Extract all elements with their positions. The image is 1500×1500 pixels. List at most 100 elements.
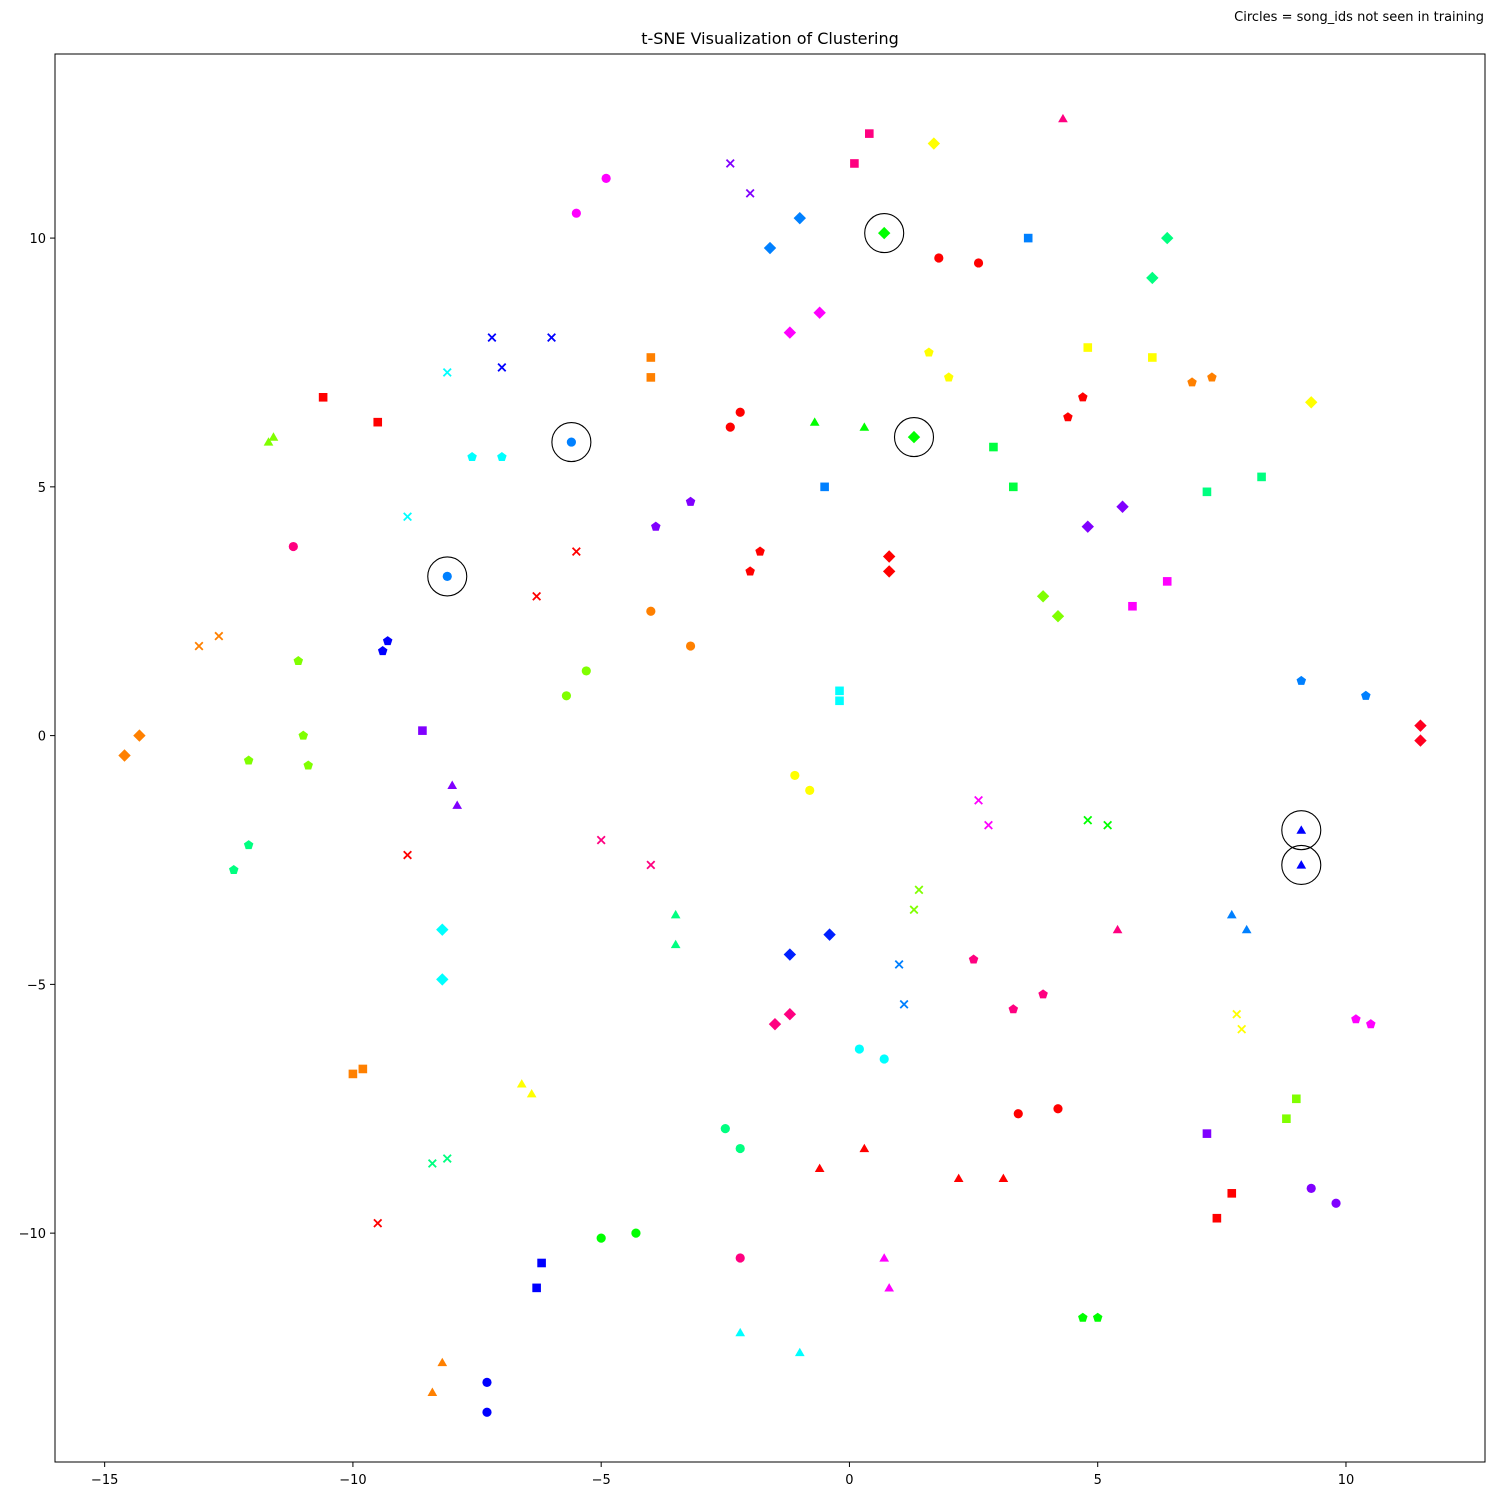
- scatter-point: [532, 1283, 541, 1293]
- scatter-point: [735, 1327, 746, 1337]
- annotation-text: Circles = song_ids not seen in training: [1234, 10, 1484, 25]
- scatter-point: [427, 1159, 437, 1168]
- scatter-point: [850, 159, 859, 168]
- scatter-point: [1414, 719, 1427, 732]
- scatter-point: [859, 1143, 870, 1153]
- scatter-point: [735, 1253, 745, 1263]
- x-axis: −15 −10 −5 0 5 10: [91, 1462, 1354, 1488]
- scatter-point: [436, 973, 449, 986]
- scatter-point: [467, 452, 477, 462]
- plot-area: −15 −10 −5 0 5 10 −10 −5 0 5 10: [19, 53, 1486, 1488]
- scatter-point: [1331, 1198, 1341, 1208]
- scatter-point: [1351, 1014, 1361, 1024]
- scatter-point: [1128, 601, 1137, 611]
- x-tick-label: −10: [339, 1473, 366, 1488]
- scatter-point: [377, 646, 388, 656]
- scatter-point: [288, 541, 298, 552]
- scatter-point: [1187, 377, 1197, 387]
- scatter-point: [790, 770, 800, 781]
- unseen-song-ring: [427, 556, 468, 597]
- scatter-point: [1051, 610, 1065, 623]
- scatter-point: [1202, 487, 1212, 497]
- scatter-point: [1207, 372, 1217, 382]
- x-tick-label: −15: [91, 1473, 118, 1488]
- scatter-point: [998, 1173, 1009, 1183]
- scatter-point: [899, 999, 909, 1009]
- scatter-point: [268, 432, 279, 441]
- scatter-point: [1058, 113, 1068, 123]
- scatter-point: [436, 923, 449, 936]
- scatter-point: [989, 442, 998, 452]
- scatter-point: [1212, 1213, 1222, 1223]
- scatter-point: [755, 546, 765, 556]
- scatter-point: [735, 1143, 745, 1154]
- scatter-point: [358, 1064, 368, 1074]
- unseen-song-ring: [864, 213, 905, 254]
- scatter-point: [1292, 1094, 1301, 1104]
- scatter-point: [1081, 520, 1094, 533]
- x-tick-label: 5: [1094, 1473, 1102, 1488]
- scatter-point: [596, 1233, 606, 1243]
- scatter-point: [783, 948, 797, 961]
- scatter-point: [228, 864, 239, 874]
- scatter-point: [1038, 989, 1048, 999]
- scatter-point: [1366, 1019, 1376, 1029]
- x-tick-label: 10: [1338, 1473, 1355, 1488]
- scatter-point: [1296, 675, 1307, 685]
- scatter-point: [442, 1154, 452, 1163]
- scatter-point: [403, 850, 412, 860]
- scatter-point: [1008, 482, 1018, 492]
- scatter-point: [566, 437, 576, 447]
- scatter-point: [214, 631, 224, 641]
- scatter-point: [1008, 1004, 1019, 1014]
- unseen-song-ring: [1281, 810, 1322, 851]
- scatter-point: [571, 547, 581, 556]
- scatter-point: [725, 159, 735, 168]
- y-tick-label: 0: [38, 730, 46, 745]
- scatter-point: [1092, 1312, 1103, 1322]
- scatter-point: [725, 422, 735, 432]
- scatter-point: [1078, 1312, 1088, 1322]
- scatter-point: [1414, 734, 1427, 747]
- scatter-point: [418, 726, 427, 735]
- scatter-point: [651, 521, 661, 531]
- scatter-point: [820, 482, 829, 492]
- scatter-point: [907, 430, 921, 444]
- scatter-point: [685, 496, 696, 506]
- unseen-song-ring: [1281, 844, 1322, 886]
- scatter-point: [974, 795, 983, 805]
- scatter-point: [909, 905, 919, 915]
- scatter-point: [735, 407, 745, 417]
- scatter-point: [537, 1258, 546, 1268]
- scatter-point: [1103, 820, 1113, 830]
- scatter-point: [1083, 343, 1093, 352]
- scatter-point: [814, 1163, 825, 1173]
- scatter-point: [293, 655, 304, 666]
- scatter-point: [763, 241, 777, 255]
- scatter-point: [1232, 1009, 1242, 1019]
- scatter-point: [1306, 1183, 1316, 1193]
- highlight-rings: [427, 213, 1322, 886]
- scatter-point: [581, 666, 591, 676]
- scatter-point: [924, 347, 934, 357]
- scatter-point: [596, 835, 606, 845]
- scatter-point: [263, 437, 274, 446]
- scatter-point: [914, 885, 924, 895]
- scatter-point: [1202, 1129, 1212, 1138]
- scatter-point: [809, 417, 820, 426]
- x-tick-label: 0: [845, 1473, 853, 1488]
- scatter-point: [646, 606, 656, 616]
- scatter-point: [794, 1347, 805, 1357]
- scatter-point: [298, 730, 309, 740]
- scatter-point: [382, 636, 393, 646]
- scatter-point: [646, 353, 656, 362]
- scatter-point: [745, 566, 755, 576]
- scatter-point: [403, 512, 412, 522]
- scatter-point: [1013, 1109, 1023, 1119]
- scatter-point: [685, 641, 696, 651]
- scatter-point: [631, 1228, 641, 1238]
- scatter-point: [447, 780, 458, 789]
- scatter-point: [482, 1377, 492, 1387]
